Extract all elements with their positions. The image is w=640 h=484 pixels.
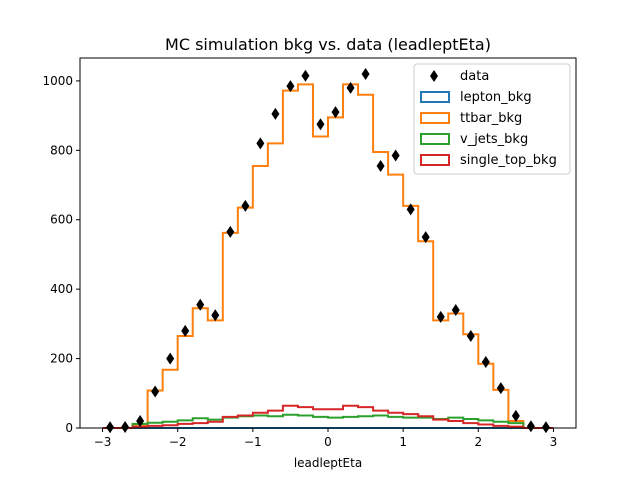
legend-label-lepton-bkg: lepton_bkg bbox=[460, 90, 532, 105]
data-point bbox=[301, 69, 310, 82]
data-point bbox=[106, 421, 115, 434]
data-point bbox=[271, 107, 280, 120]
y-tick-label: 800 bbox=[50, 143, 73, 157]
x-axis-label: leadleptEta bbox=[294, 456, 362, 470]
chart-title: MC simulation bkg vs. data (leadleptEta) bbox=[165, 35, 491, 54]
legend: data lepton_bkg ttbar_bkg v_jets_bkg single_… bbox=[413, 63, 571, 175]
x-axis: −3 −2 −1 0 1 2 3 bbox=[94, 428, 558, 449]
data-point bbox=[436, 310, 445, 323]
legend-swatch-single-top-bkg bbox=[420, 154, 450, 166]
data-point bbox=[481, 356, 490, 369]
data-point bbox=[406, 203, 415, 216]
legend-label-single-top-bkg: single_top_bkg bbox=[460, 153, 557, 168]
data-point bbox=[376, 159, 385, 172]
legend-label-ttbar-bkg: ttbar_bkg bbox=[460, 111, 522, 126]
data-point bbox=[451, 303, 460, 316]
data-point bbox=[316, 118, 325, 131]
data-point bbox=[361, 67, 370, 80]
data-point bbox=[511, 409, 520, 422]
data-point bbox=[166, 352, 175, 365]
data-point bbox=[181, 324, 190, 337]
legend-items: data lepton_bkg ttbar_bkg v_jets_bkg single_… bbox=[420, 69, 557, 168]
data-point bbox=[391, 149, 400, 162]
data-point bbox=[226, 225, 235, 238]
y-tick-label: 1000 bbox=[42, 74, 73, 88]
data-point bbox=[211, 309, 220, 322]
x-tick-label: 1 bbox=[399, 435, 407, 449]
x-tick-label: 3 bbox=[550, 435, 558, 449]
plot-content bbox=[102, 67, 554, 434]
y-axis: 0 200 400 600 800 1000 bbox=[42, 74, 80, 435]
legend-swatch-ttbar-bkg bbox=[420, 112, 450, 124]
legend-swatch-lepton-bkg bbox=[420, 91, 450, 103]
y-tick-label: 200 bbox=[50, 352, 73, 366]
x-tick-label: 2 bbox=[474, 435, 482, 449]
legend-frame bbox=[413, 63, 571, 175]
series-single-top-bkg-step bbox=[102, 404, 554, 429]
series-v-jets-bkg-step bbox=[102, 413, 554, 429]
x-tick-label: −1 bbox=[244, 435, 262, 449]
data-point bbox=[151, 385, 160, 398]
x-tick-label: −3 bbox=[94, 435, 112, 449]
data-point bbox=[256, 137, 265, 150]
x-tick-label: 0 bbox=[324, 435, 332, 449]
data-point bbox=[346, 81, 355, 94]
legend-swatch-v-jets-bkg bbox=[420, 133, 450, 145]
data-point bbox=[541, 421, 550, 434]
data-point bbox=[121, 420, 130, 433]
data-point bbox=[136, 415, 145, 428]
y-tick-label: 600 bbox=[50, 213, 73, 227]
data-point bbox=[496, 382, 505, 395]
data-point bbox=[421, 231, 430, 244]
legend-label-data: data bbox=[460, 69, 489, 84]
y-tick-label: 0 bbox=[65, 421, 73, 435]
data-point bbox=[466, 330, 475, 343]
data-point bbox=[286, 80, 295, 93]
legend-marker-data bbox=[430, 70, 438, 82]
legend-label-v-jets-bkg: v_jets_bkg bbox=[460, 132, 528, 147]
x-tick-label: −2 bbox=[169, 435, 187, 449]
data-point bbox=[526, 420, 535, 433]
data-point bbox=[241, 199, 250, 212]
plot-frame bbox=[79, 57, 577, 429]
data-point bbox=[196, 298, 205, 311]
y-tick-label: 400 bbox=[50, 282, 73, 296]
data-point bbox=[331, 106, 340, 119]
